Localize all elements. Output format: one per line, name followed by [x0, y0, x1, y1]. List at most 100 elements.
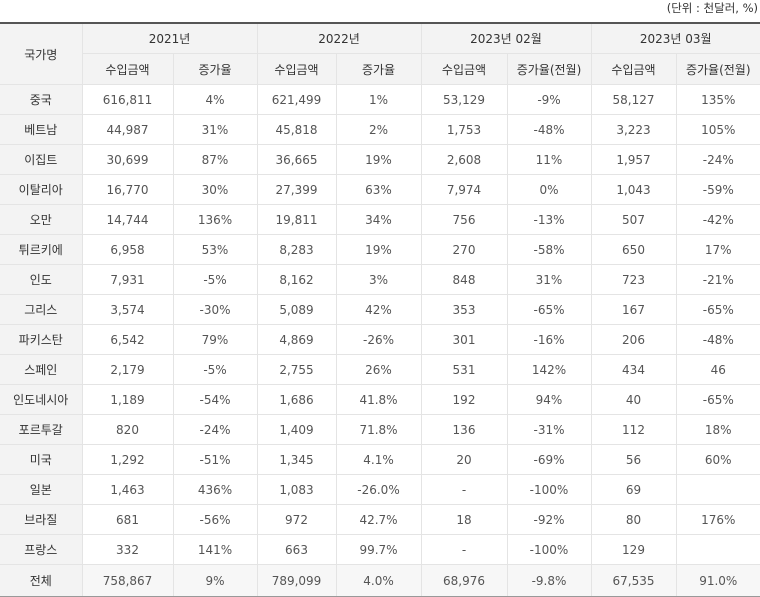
- value-cell: 19%: [335, 144, 421, 175]
- table-row: 파키스탄 6,542 79% 4,869 -26% 301 -16% 206 -48%: [0, 324, 760, 355]
- subheader-cell: 증가율(전월): [506, 53, 591, 85]
- value-cell: 6,542: [81, 324, 173, 355]
- value-cell: -51%: [172, 444, 257, 475]
- value-cell: 332: [81, 534, 173, 565]
- value-cell: 7,974: [420, 174, 507, 205]
- value-cell: 1,463: [81, 474, 173, 505]
- value-cell: 34%: [335, 204, 421, 235]
- table-row: 튀르키에 6,958 53% 8,283 19% 270 -58% 650 17%: [0, 234, 760, 265]
- total-value-cell: 9%: [172, 564, 257, 597]
- value-cell: 756: [420, 204, 507, 235]
- total-label-cell: 전체: [0, 564, 82, 597]
- value-cell: -65%: [675, 384, 760, 415]
- value-cell: 1,753: [420, 114, 507, 145]
- country-cell: 튀르키에: [0, 234, 82, 265]
- value-cell: 11%: [506, 144, 591, 175]
- table-row: 인도 7,931 -5% 8,162 3% 848 31% 723 -21%: [0, 264, 760, 295]
- value-cell: 434: [590, 354, 676, 385]
- table-row: 이집트 30,699 87% 36,665 19% 2,608 11% 1,957 -24%: [0, 144, 760, 175]
- value-cell: 5,089: [256, 294, 336, 325]
- value-cell: 1,957: [590, 144, 676, 175]
- value-cell: -16%: [506, 324, 591, 355]
- value-cell: 1,292: [81, 444, 173, 475]
- value-cell: 44,987: [81, 114, 173, 145]
- value-cell: -48%: [675, 324, 760, 355]
- country-cell: 오만: [0, 204, 82, 235]
- period-header-2021: 2021년: [81, 22, 257, 54]
- value-cell: 31%: [172, 114, 257, 145]
- country-cell: 인도: [0, 264, 82, 295]
- value-cell: -24%: [675, 144, 760, 175]
- value-cell: -58%: [506, 234, 591, 265]
- table-row: 그리스 3,574 -30% 5,089 42% 353 -65% 167 -65%: [0, 294, 760, 325]
- value-cell: 2,608: [420, 144, 507, 175]
- value-cell: 3%: [335, 264, 421, 295]
- value-cell: 192: [420, 384, 507, 415]
- value-cell: -26.0%: [335, 474, 421, 505]
- value-cell: 663: [256, 534, 336, 565]
- value-cell: -9%: [506, 84, 591, 115]
- value-cell: 2,179: [81, 354, 173, 385]
- value-cell: 45,818: [256, 114, 336, 145]
- subheader-cell: 증가율(전월): [675, 53, 760, 85]
- value-cell: 14,744: [81, 204, 173, 235]
- value-cell: [675, 534, 760, 565]
- total-value-cell: 758,867: [81, 564, 173, 597]
- total-value-cell: 67,535: [590, 564, 676, 597]
- value-cell: 681: [81, 504, 173, 535]
- value-cell: 8,283: [256, 234, 336, 265]
- table-row: 오만 14,744 136% 19,811 34% 756 -13% 507 -42%: [0, 204, 760, 235]
- total-value-cell: -9.8%: [506, 564, 591, 597]
- value-cell: 136: [420, 414, 507, 445]
- subheader-cell: 수입금액: [420, 53, 507, 85]
- value-cell: 20: [420, 444, 507, 475]
- value-cell: 19%: [335, 234, 421, 265]
- value-cell: 71.8%: [335, 414, 421, 445]
- import-statistics-table: 국가명 2021년 2022년 2023년 02월 2023년 03월 수입금액…: [0, 22, 760, 597]
- total-value-cell: 68,976: [420, 564, 507, 597]
- country-cell: 인도네시아: [0, 384, 82, 415]
- value-cell: 1,083: [256, 474, 336, 505]
- value-cell: 4,869: [256, 324, 336, 355]
- value-cell: 99.7%: [335, 534, 421, 565]
- value-cell: 1,686: [256, 384, 336, 415]
- value-cell: 26%: [335, 354, 421, 385]
- value-cell: -54%: [172, 384, 257, 415]
- value-cell: 2%: [335, 114, 421, 145]
- unit-label: (단위 : 천달러, %): [666, 1, 758, 15]
- subheader-cell: 수입금액: [590, 53, 676, 85]
- value-cell: 18: [420, 504, 507, 535]
- value-cell: 1,043: [590, 174, 676, 205]
- value-cell: 3,574: [81, 294, 173, 325]
- value-cell: 176%: [675, 504, 760, 535]
- value-cell: -65%: [506, 294, 591, 325]
- value-cell: 41.8%: [335, 384, 421, 415]
- value-cell: 0%: [506, 174, 591, 205]
- value-cell: -13%: [506, 204, 591, 235]
- table-row: 중국 616,811 4% 621,499 1% 53,129 -9% 58,127 135%: [0, 84, 760, 115]
- value-cell: 1,409: [256, 414, 336, 445]
- value-cell: 135%: [675, 84, 760, 115]
- value-cell: -30%: [172, 294, 257, 325]
- value-cell: 206: [590, 324, 676, 355]
- value-cell: 531: [420, 354, 507, 385]
- country-cell: 이집트: [0, 144, 82, 175]
- table-row: 이탈리아 16,770 30% 27,399 63% 7,974 0% 1,043 -59%: [0, 174, 760, 205]
- total-value-cell: 789,099: [256, 564, 336, 597]
- value-cell: 31%: [506, 264, 591, 295]
- value-cell: 4%: [172, 84, 257, 115]
- value-cell: 69: [590, 474, 676, 505]
- value-cell: 80: [590, 504, 676, 535]
- value-cell: -5%: [172, 264, 257, 295]
- value-cell: -5%: [172, 354, 257, 385]
- value-cell: -100%: [506, 474, 591, 505]
- value-cell: 1,189: [81, 384, 173, 415]
- subheader-cell: 수입금액: [81, 53, 173, 85]
- value-cell: 42.7%: [335, 504, 421, 535]
- value-cell: 723: [590, 264, 676, 295]
- country-cell: 파키스탄: [0, 324, 82, 355]
- value-cell: -92%: [506, 504, 591, 535]
- value-cell: -59%: [675, 174, 760, 205]
- table-row: 일본 1,463 436% 1,083 -26.0% - -100% 69: [0, 474, 760, 505]
- value-cell: 972: [256, 504, 336, 535]
